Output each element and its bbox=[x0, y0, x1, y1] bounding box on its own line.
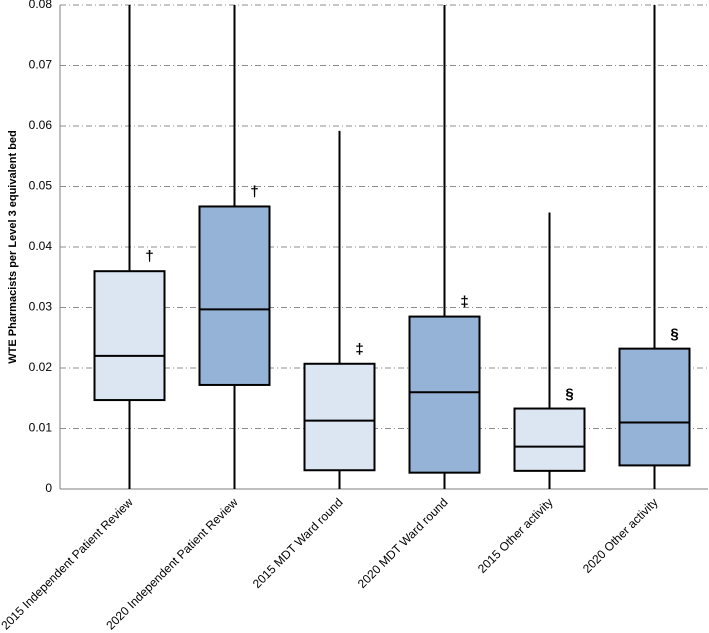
annotation: † bbox=[145, 248, 153, 265]
box bbox=[618, 347, 691, 467]
x-tick-label: 2015 MDT Ward round bbox=[250, 495, 346, 591]
annotation: ‡ bbox=[355, 341, 363, 358]
y-tick-label: 0 bbox=[45, 481, 52, 495]
annotation: § bbox=[670, 326, 678, 343]
y-tick-label: 0.03 bbox=[29, 300, 53, 314]
annotation: † bbox=[250, 183, 258, 200]
y-tick-label: 0.01 bbox=[29, 421, 53, 435]
box bbox=[198, 205, 271, 386]
y-axis-label: WTE Pharmacists per Level 3 equivalent b… bbox=[7, 130, 19, 364]
y-tick-label: 0.07 bbox=[29, 58, 53, 72]
box bbox=[408, 315, 481, 474]
box bbox=[303, 362, 376, 472]
y-tick-label: 0.05 bbox=[29, 179, 53, 193]
y-tick-label: 0.04 bbox=[29, 239, 53, 253]
box bbox=[513, 407, 586, 472]
x-tick-label: 2020 Other activity bbox=[580, 495, 661, 576]
x-tick-label: 2020 MDT Ward round bbox=[355, 495, 451, 591]
annotation: ‡ bbox=[460, 294, 468, 311]
box bbox=[93, 270, 166, 402]
annotation: § bbox=[565, 386, 573, 403]
x-tick-label: 2015 Other activity bbox=[475, 495, 556, 576]
y-tick-label: 0.06 bbox=[29, 118, 53, 132]
y-tick-label: 0.02 bbox=[29, 360, 53, 374]
y-tick-label: 0.08 bbox=[29, 0, 53, 11]
